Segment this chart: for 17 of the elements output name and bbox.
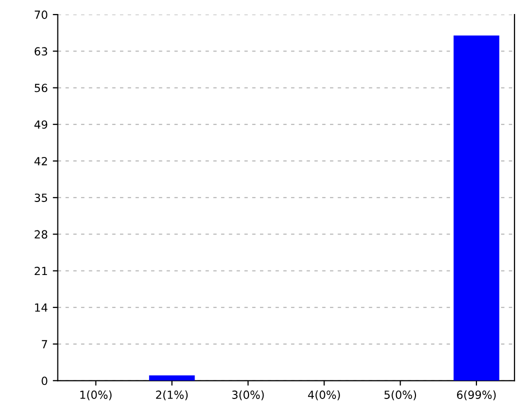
y-tick-label: 35 xyxy=(34,194,48,202)
y-tick-label: 49 xyxy=(34,120,48,129)
x-tick-label: 6(99%) xyxy=(456,390,496,400)
x-tick-label: 2(1%) xyxy=(156,390,188,400)
y-tick-label: 63 xyxy=(34,47,48,56)
x-tick-label: 1(0%) xyxy=(80,390,112,400)
x-tick-label: 4(0%) xyxy=(308,390,340,400)
x-tick-label: 5(0%) xyxy=(384,390,416,400)
y-tick-label: 70 xyxy=(34,10,48,19)
y-tick-label: 42 xyxy=(34,156,47,166)
y-tick-label: 28 xyxy=(34,230,48,239)
y-tick-label: 0 xyxy=(42,376,48,386)
y-tick-label: 56 xyxy=(34,84,48,92)
y-tick-label: 14 xyxy=(35,304,48,312)
y-tick-label: 7 xyxy=(42,340,48,348)
y-tick-label: 21 xyxy=(34,266,47,276)
x-tick-label: 3(0%) xyxy=(232,390,264,400)
